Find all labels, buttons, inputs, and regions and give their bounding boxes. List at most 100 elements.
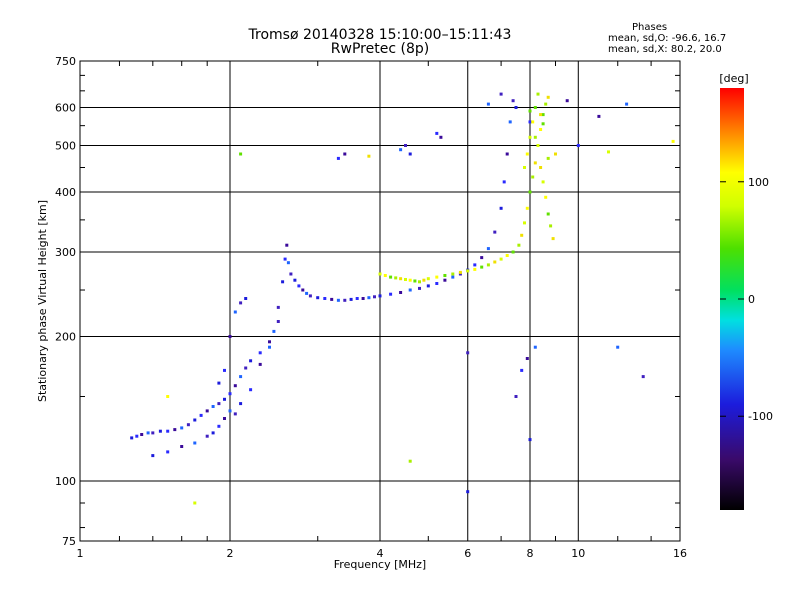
x-mode-point	[383, 274, 387, 277]
o-mode-point	[217, 381, 221, 385]
x-mode-point	[533, 106, 537, 109]
y-tick-label: 300	[55, 246, 76, 259]
o-mode-point	[289, 272, 293, 276]
o-mode-point	[211, 405, 215, 408]
x-mode-point	[435, 275, 439, 279]
o-mode-point	[408, 288, 412, 292]
x-mode-point	[525, 152, 529, 156]
o-mode-point	[597, 114, 601, 118]
x-axis-label: Frequency [MHz]	[334, 558, 426, 571]
o-mode-point	[223, 368, 226, 372]
x-mode-point	[408, 459, 412, 463]
x-mode-point	[539, 166, 543, 169]
o-mode-point	[233, 384, 237, 388]
o-mode-point	[399, 291, 403, 294]
o-mode-point	[285, 243, 289, 247]
x-mode-point	[480, 265, 484, 269]
o-mode-point	[244, 297, 248, 300]
x-mode-point	[546, 156, 550, 160]
o-mode-point	[258, 362, 262, 366]
x-mode-point	[399, 277, 403, 281]
o-mode-point	[336, 156, 340, 160]
x-mode-point	[539, 128, 543, 131]
o-mode-point	[146, 431, 150, 435]
colorbar-tick-label: -100	[748, 410, 773, 423]
x-mode-point	[528, 109, 532, 113]
x-mode-point	[486, 263, 490, 267]
o-mode-point	[223, 417, 226, 420]
x-mode-point	[458, 270, 462, 274]
x-mode-point	[511, 250, 515, 254]
o-mode-point	[244, 366, 248, 370]
o-mode-point	[301, 288, 305, 292]
o-mode-point	[641, 375, 645, 379]
chart-subtitle: RwPretec (8p)	[330, 41, 430, 57]
x-tick-label: 2	[227, 547, 234, 560]
o-mode-point	[451, 275, 455, 279]
o-mode-point	[466, 490, 470, 494]
o-mode-point	[404, 144, 407, 147]
o-mode-point	[499, 206, 503, 210]
x-tick-label: 8	[527, 547, 534, 560]
x-mode-point	[536, 144, 540, 147]
y-axis-ticks: 75 100 200 300 400 500 600 750	[55, 55, 680, 548]
o-mode-point	[443, 278, 447, 282]
x-mode-point	[607, 150, 610, 154]
o-mode-point	[239, 375, 243, 379]
o-mode-point	[305, 291, 309, 295]
colorbar-ticks: 100 0 -100	[720, 176, 773, 423]
x-mode-point	[541, 180, 545, 184]
o-mode-point	[193, 441, 197, 445]
o-mode-point	[276, 305, 280, 309]
o-mode-point	[166, 429, 170, 433]
o-mode-point	[435, 131, 439, 135]
o-mode-point	[499, 92, 503, 96]
y-tick-label: 100	[55, 475, 76, 488]
x-tick-label: 16	[673, 547, 687, 560]
o-mode-point	[268, 345, 271, 349]
x-mode-point	[539, 113, 543, 117]
o-mode-point	[272, 329, 276, 333]
grid-lines	[80, 61, 680, 541]
x-mode-point	[523, 166, 526, 169]
o-mode-point	[378, 294, 382, 298]
plot-frame	[79, 60, 681, 542]
o-mode-point	[217, 402, 221, 406]
o-mode-point	[343, 152, 347, 156]
x-tick-label: 6	[464, 547, 471, 560]
x-mode-point	[389, 275, 393, 279]
x-mode-point	[426, 277, 430, 281]
o-mode-point	[361, 297, 365, 300]
o-mode-point	[349, 297, 353, 301]
x-mode-point	[546, 95, 550, 99]
o-mode-point	[426, 284, 430, 288]
o-mode-point	[625, 102, 629, 106]
colorbar-tick-label: 100	[748, 176, 769, 189]
x-mode-point	[536, 92, 540, 96]
o-mode-point	[297, 284, 301, 288]
o-mode-point	[193, 418, 197, 422]
o-mode-point	[186, 423, 190, 427]
o-mode-point	[514, 395, 518, 398]
o-mode-point	[249, 388, 253, 392]
o-mode-point	[528, 438, 532, 442]
chart-title: Tromsø 20140328 15:10:00–15:11:43	[248, 27, 512, 43]
o-mode-point	[486, 102, 490, 106]
o-mode-point	[373, 295, 376, 299]
x-mode-point	[544, 195, 548, 199]
o-mode-point	[514, 106, 518, 109]
o-mode-point	[502, 180, 506, 184]
o-mode-point	[130, 436, 134, 440]
o-mode-point	[158, 429, 162, 433]
y-tick-label: 75	[62, 535, 76, 548]
x-mode-point	[418, 280, 421, 284]
data-points	[130, 92, 675, 505]
o-mode-point	[217, 424, 221, 428]
x-tick-label: 10	[571, 547, 585, 560]
o-mode-point	[286, 261, 290, 265]
phase-heading: Phases	[632, 22, 668, 33]
x-mode-point	[443, 274, 447, 277]
o-mode-point	[135, 434, 139, 438]
o-mode-point	[228, 335, 232, 338]
